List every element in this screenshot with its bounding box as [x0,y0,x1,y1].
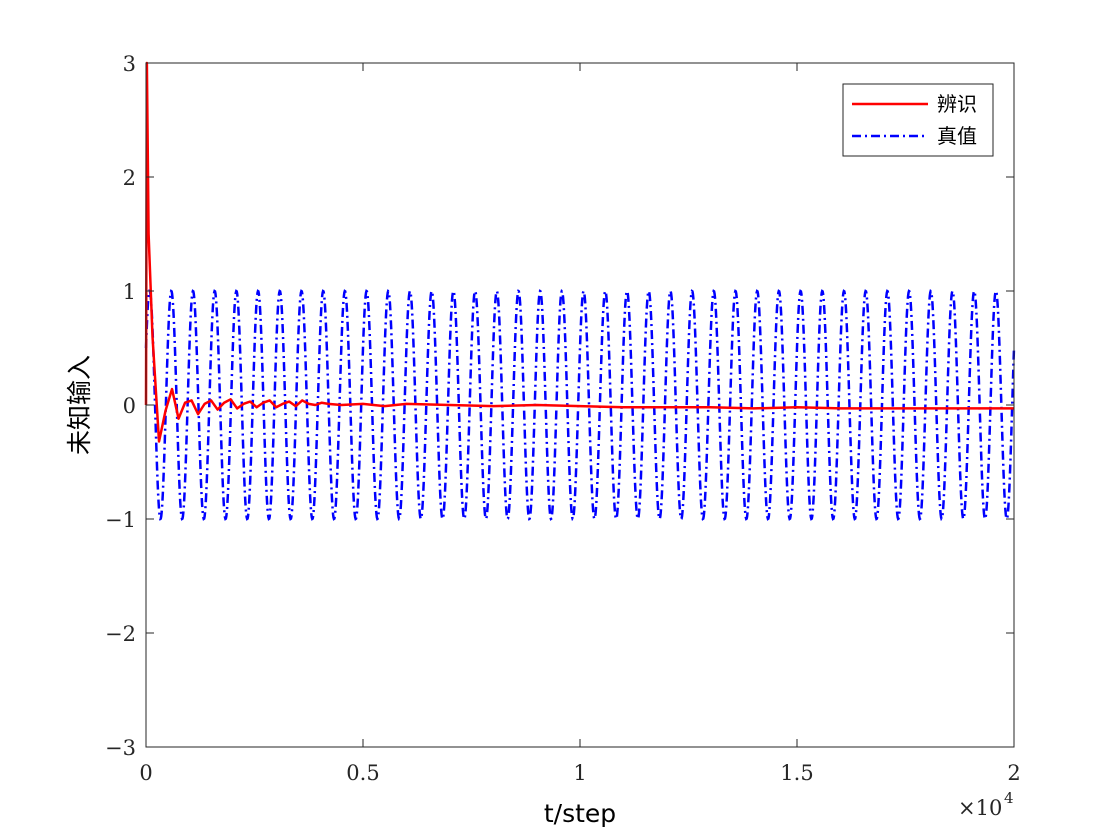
legend-box [842,83,994,157]
x-axis-title: t/step [544,799,616,828]
x-tick-label: 1.5 [780,761,813,785]
x-multiplier-base: ×10 [958,796,1002,820]
y-tick-label: −1 [105,508,136,532]
legend: 辨识 真值 [842,83,994,157]
y-tick-label: 2 [123,166,136,190]
x-axis-multiplier: ×10 4 [958,789,1014,820]
x-tick-label: 2 [1007,761,1020,785]
series-line-true [144,289,1016,521]
x-tick-label: 0.5 [346,761,379,785]
y-tick-label: 3 [123,52,136,76]
series-layer [144,61,1016,521]
series-line-identified [144,61,1014,443]
x-tick-label: 0 [139,761,152,785]
legend-label-identified: 辨识 [937,92,977,116]
y-tick-label: 1 [123,280,136,304]
y-tick-label: −3 [105,736,136,760]
y-tick-label: 0 [123,394,136,418]
legend-label-true: 真值 [937,124,977,148]
x-multiplier-exponent: 4 [1004,789,1014,807]
x-tick-label: 1 [573,761,586,785]
y-tick-label: −2 [105,622,136,646]
y-axis-title: 未知输入 [65,355,94,455]
ticks-layer: 0 0.5 1 1.5 2 −3 −2 −1 0 1 2 3 [105,52,1021,785]
